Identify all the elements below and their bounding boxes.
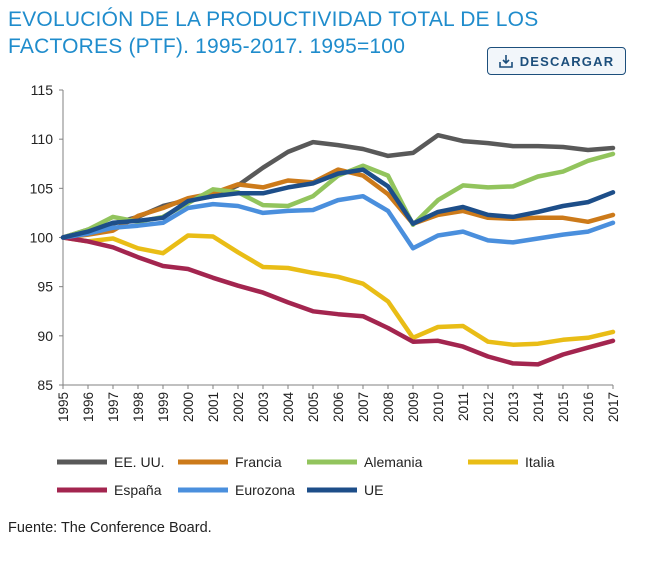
y-tick-label: 115 <box>31 82 54 98</box>
legend-label-españa: España <box>114 482 162 498</box>
legend-label-alemania: Alemania <box>364 454 423 470</box>
x-tick-label: 1996 <box>81 392 96 422</box>
x-tick-label: 2010 <box>431 392 446 422</box>
x-tick-label: 2001 <box>206 392 221 422</box>
download-label: DESCARGAR <box>519 53 615 69</box>
legend-label-francia: Francia <box>235 454 282 470</box>
y-tick-label: 110 <box>31 131 54 147</box>
y-tick-label: 95 <box>37 279 53 295</box>
x-tick-label: 2016 <box>581 392 596 422</box>
x-tick-label: 2014 <box>531 392 546 423</box>
series-line-italia <box>60 233 616 347</box>
x-tick-label: 2013 <box>506 392 521 422</box>
series-line-españa <box>60 235 616 367</box>
download-button[interactable]: DESCARGAR <box>487 47 626 75</box>
x-tick-label: 1999 <box>156 392 171 422</box>
y-tick-label: 85 <box>37 377 53 393</box>
x-tick-label: 2000 <box>181 392 196 422</box>
title-line-2: FACTORES (PTF). 1995-2017. 1995=100 <box>8 35 406 58</box>
series-line-francia <box>60 167 616 240</box>
legend-label-ue: UE <box>364 482 383 498</box>
x-tick-label: 2017 <box>606 392 621 422</box>
y-tick-label: 105 <box>30 180 54 196</box>
source-note: Fuente: The Conference Board. <box>8 520 212 536</box>
y-tick-label: 100 <box>30 230 54 246</box>
title-line-1: EVOLUCIÓN DE LA PRODUCTIVIDAD TOTAL DE L… <box>8 8 539 31</box>
x-tick-label: 2009 <box>406 392 421 422</box>
x-tick-label: 2004 <box>281 392 296 423</box>
chart-title: EVOLUCIÓN DE LA PRODUCTIVIDAD TOTAL DE L… <box>8 6 539 60</box>
x-tick-label: 1997 <box>106 392 121 422</box>
download-icon <box>498 55 513 68</box>
x-tick-label: 2002 <box>231 392 246 422</box>
x-tick-label: 2015 <box>556 392 571 422</box>
x-tick-label: 2007 <box>356 392 371 422</box>
x-tick-label: 1998 <box>131 392 146 422</box>
x-tick-label: 2011 <box>456 392 471 421</box>
x-tick-label: 2003 <box>256 392 271 422</box>
y-tick-label: 90 <box>37 328 53 344</box>
legend-label-eurozona: Eurozona <box>235 482 295 498</box>
series-line-eurozona <box>60 193 616 251</box>
x-tick-label: 2012 <box>481 392 496 422</box>
x-tick-label: 2005 <box>306 392 321 422</box>
series-line-ue <box>60 167 616 240</box>
x-tick-label: 2008 <box>381 392 396 422</box>
legend-label-italia: Italia <box>525 454 555 470</box>
x-tick-label: 1995 <box>56 392 71 422</box>
legend-label-ee-uu: EE. UU. <box>114 454 165 470</box>
x-tick-label: 2006 <box>331 392 346 422</box>
